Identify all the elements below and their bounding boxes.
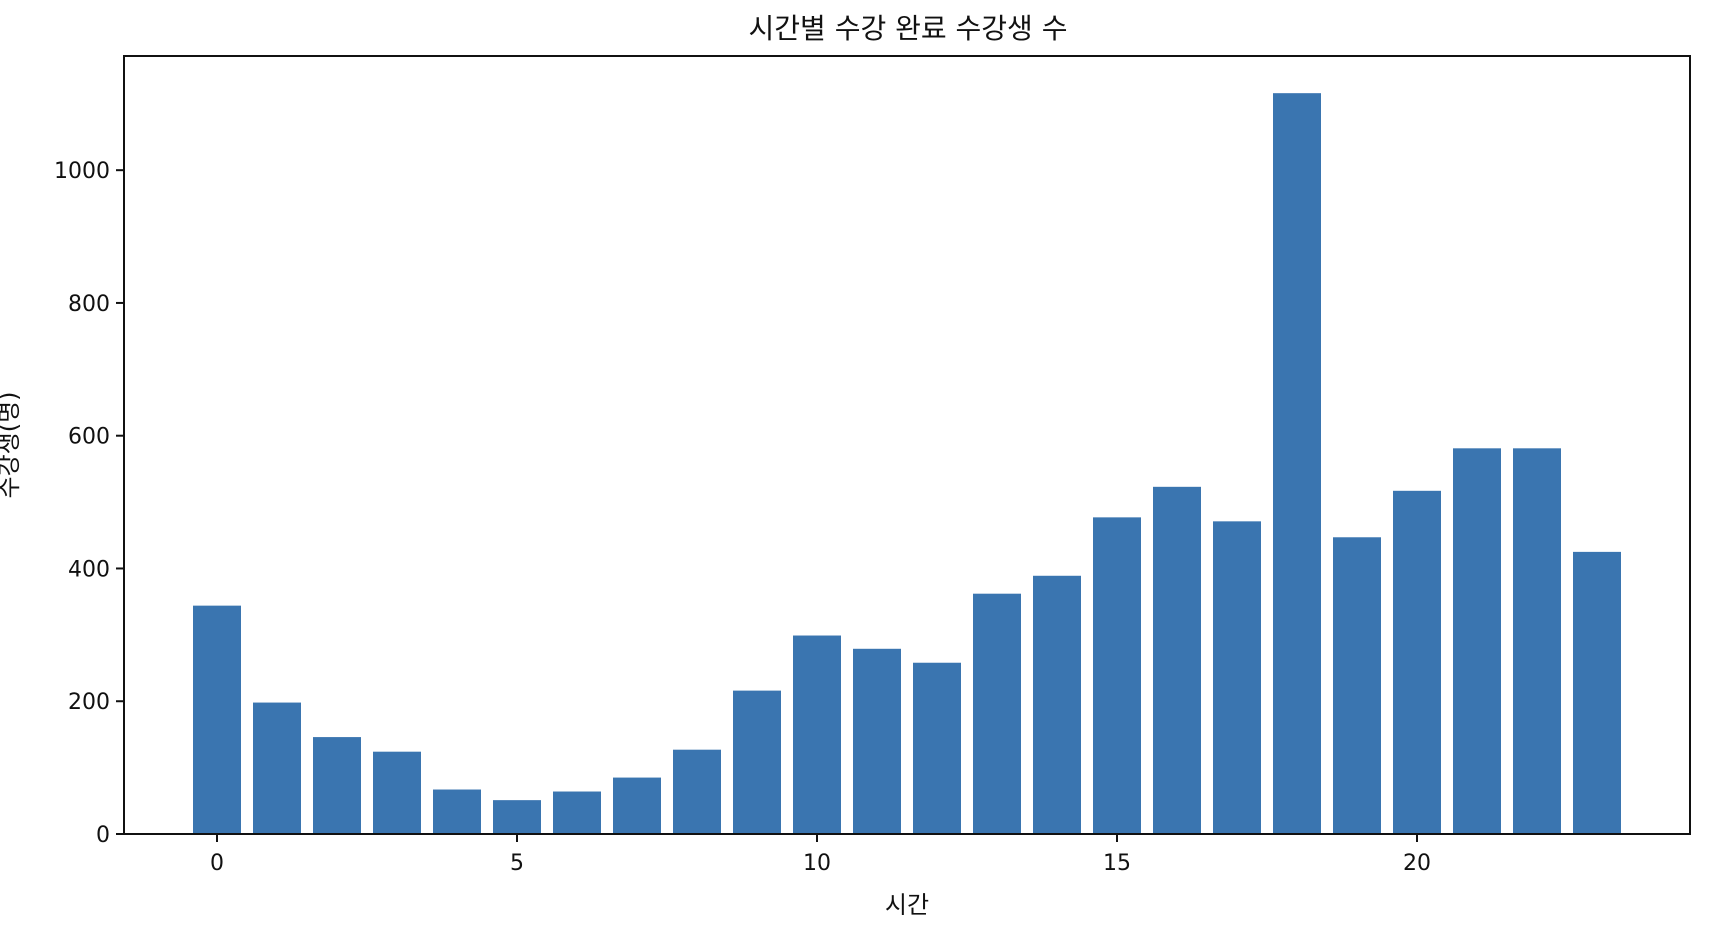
bar [1453,448,1501,834]
bar [733,690,781,834]
x-tick-label: 20 [1403,851,1431,876]
bar [673,749,721,834]
bar [1273,93,1321,834]
plot-frame [123,55,1691,835]
bar [313,737,361,834]
bar [1573,551,1621,834]
bar [1033,575,1081,834]
y-tick-label: 400 [68,557,110,582]
y-tick-label: 800 [68,292,110,317]
bar [613,777,661,834]
chart-title: 시간별 수강 완료 수강생 수 [749,12,1068,45]
x-axis-label: 시간 [885,891,929,919]
bar [1153,486,1201,834]
bar [493,800,541,834]
y-tick-label: 200 [68,690,110,715]
bar [553,791,601,834]
bar [433,789,481,834]
y-axis-ticks: 0 200 400 600 800 1000 [54,159,124,848]
bar [1333,537,1381,834]
bar [793,635,841,834]
x-axis-ticks: 0 5 10 15 20 [210,834,1431,876]
x-tick-label: 5 [510,851,524,876]
bar [1513,448,1561,834]
bar [193,605,241,834]
bar [973,593,1021,834]
y-tick-label: 600 [68,425,110,450]
x-tick-label: 15 [1103,851,1131,876]
x-tick-label: 10 [803,851,831,876]
y-tick-label: 1000 [54,159,110,184]
bar [853,648,901,834]
bars-group [193,93,1621,834]
y-axis-label: 수강생(명) [0,391,23,498]
bar [1093,517,1141,834]
bar [1393,490,1441,834]
bar [1213,521,1261,834]
y-tick-label: 0 [96,823,110,848]
bar [373,751,421,834]
x-tick-label: 0 [210,851,224,876]
bar [253,702,301,834]
bar [913,662,961,834]
